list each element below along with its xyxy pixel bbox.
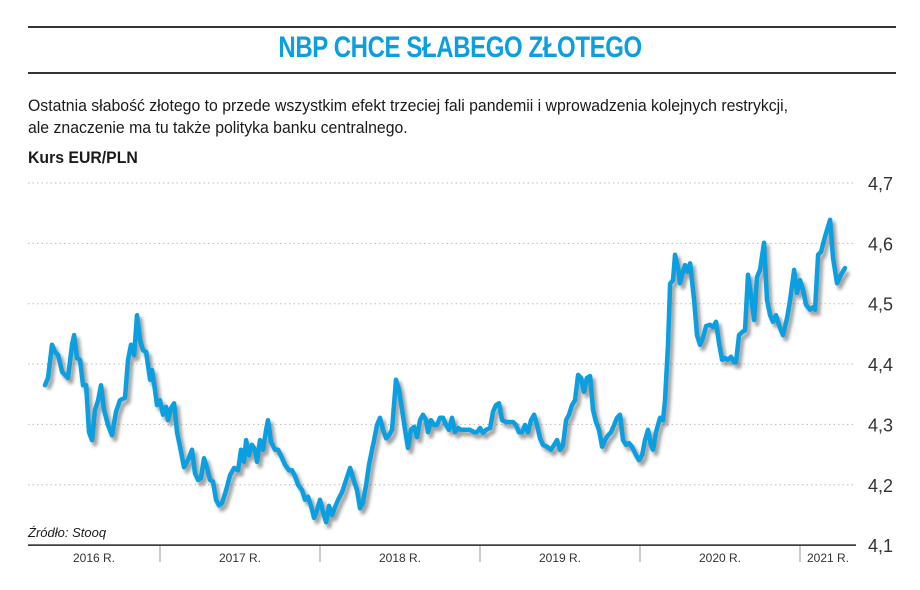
y-tick-label: 4,2 (868, 476, 893, 496)
x-tick-label: 2021 R. (807, 551, 849, 565)
eur-pln-line (42, 217, 848, 525)
series-label: Kurs EUR/PLN (28, 148, 138, 167)
series-shadow (45, 221, 851, 529)
x-tick-label: 2016 R. (73, 551, 115, 565)
x-tick-label: 2019 R. (539, 551, 581, 565)
x-tick-label: 2017 R. (219, 551, 261, 565)
description-line-1: Ostatnia słabość złotego to przede wszys… (28, 96, 789, 115)
x-tick-label: 2018 R. (379, 551, 421, 565)
source-note: Źródło: Stooq (28, 525, 107, 540)
title-rule (28, 72, 896, 74)
y-tick-label: 4,6 (868, 234, 893, 254)
description-line-2: ale znaczenie ma tu także polityka banku… (28, 118, 408, 137)
y-tick-label: 4,4 (868, 355, 893, 375)
y-tick-label: 4,1 (868, 536, 893, 556)
y-tick-label: 4,3 (868, 415, 893, 435)
chart-title: NBP CHCE SŁABEGO ZŁOTEGO (278, 31, 642, 64)
x-tick-label: 2020 R. (699, 551, 741, 565)
y-tick-label: 4,5 (868, 295, 893, 315)
y-tick-label: 4,7 (868, 174, 893, 194)
top-rule (28, 26, 896, 28)
